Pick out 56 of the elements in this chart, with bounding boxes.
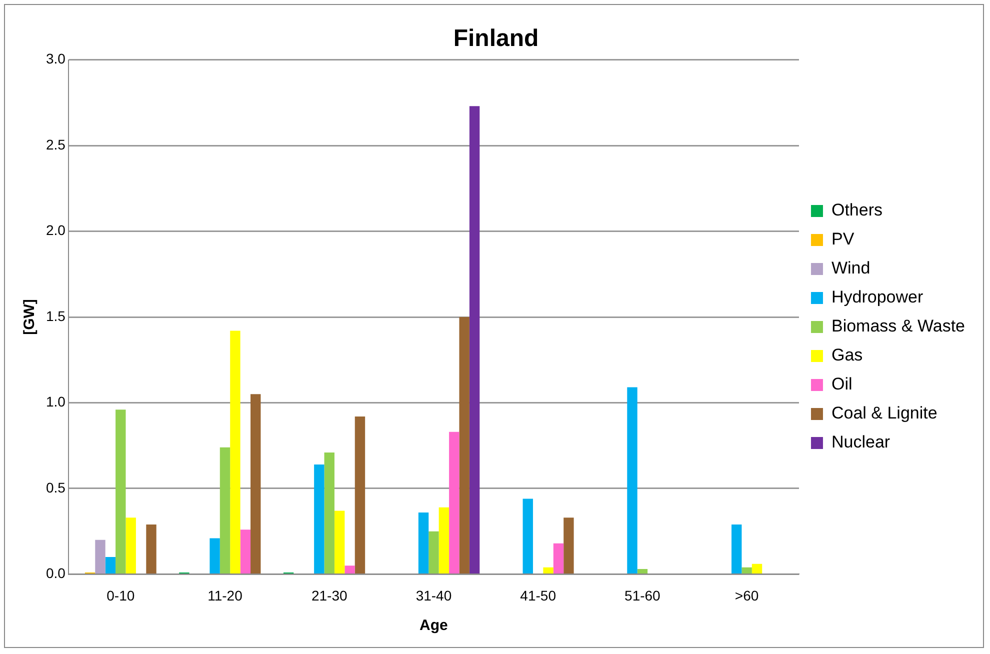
legend-label: Biomass & Waste bbox=[831, 316, 966, 336]
y-axis-title: [GW] bbox=[21, 299, 38, 335]
y-tick-label: 0.0 bbox=[46, 565, 66, 582]
bar bbox=[334, 510, 345, 574]
y-tick-label: 2.0 bbox=[46, 222, 66, 238]
bar bbox=[344, 566, 355, 574]
bar bbox=[250, 394, 261, 574]
bar bbox=[146, 524, 156, 574]
legend-label: Hydropower bbox=[831, 288, 924, 307]
bar bbox=[543, 567, 554, 574]
bar bbox=[469, 106, 480, 574]
bar bbox=[105, 557, 116, 574]
bar bbox=[637, 569, 648, 574]
bar bbox=[354, 416, 366, 574]
bar bbox=[438, 507, 450, 574]
bar bbox=[240, 530, 251, 574]
x-tick-label: 0-10 bbox=[106, 587, 135, 604]
y-tick-label: 1.5 bbox=[46, 308, 66, 324]
bar bbox=[564, 518, 574, 574]
bar bbox=[627, 387, 638, 574]
bar bbox=[522, 498, 533, 574]
bar bbox=[752, 564, 762, 574]
x-tick-label: 11-20 bbox=[208, 587, 243, 604]
bar bbox=[126, 518, 136, 574]
y-tick-label: 3.0 bbox=[46, 50, 66, 67]
bar bbox=[459, 317, 470, 574]
legend-label: Wind bbox=[831, 258, 870, 278]
bar bbox=[731, 524, 742, 574]
bar bbox=[418, 512, 429, 574]
bar bbox=[449, 432, 460, 574]
legend-label: Coal & Lignite bbox=[831, 404, 938, 423]
bar bbox=[428, 531, 439, 574]
legend-label: Gas bbox=[831, 346, 863, 365]
bar bbox=[95, 540, 106, 574]
legend-label: Nuclear bbox=[831, 432, 890, 452]
bar bbox=[324, 452, 334, 574]
bar bbox=[553, 543, 564, 574]
y-tick-label: 2.5 bbox=[46, 136, 66, 152]
y-tick-label: 0.5 bbox=[46, 479, 66, 496]
x-tick-label: 21-30 bbox=[311, 587, 348, 604]
bar bbox=[314, 464, 324, 574]
legend-label: PV bbox=[831, 230, 855, 249]
bar bbox=[210, 538, 220, 574]
x-tick-label: 41-50 bbox=[520, 587, 556, 604]
bar bbox=[220, 447, 230, 574]
bar bbox=[230, 330, 240, 574]
y-tick-label: 1.0 bbox=[46, 394, 66, 410]
x-tick-label: 31-40 bbox=[416, 587, 452, 604]
bar bbox=[742, 567, 752, 574]
chart-title: Finland bbox=[453, 25, 539, 52]
x-tick-label: 51-60 bbox=[624, 587, 661, 604]
x-axis-title: Age bbox=[420, 617, 448, 634]
x-tick-label: >60 bbox=[734, 587, 759, 604]
legend-label: Others bbox=[831, 200, 883, 220]
legend-label: Oil bbox=[831, 374, 852, 394]
bar bbox=[116, 410, 126, 574]
